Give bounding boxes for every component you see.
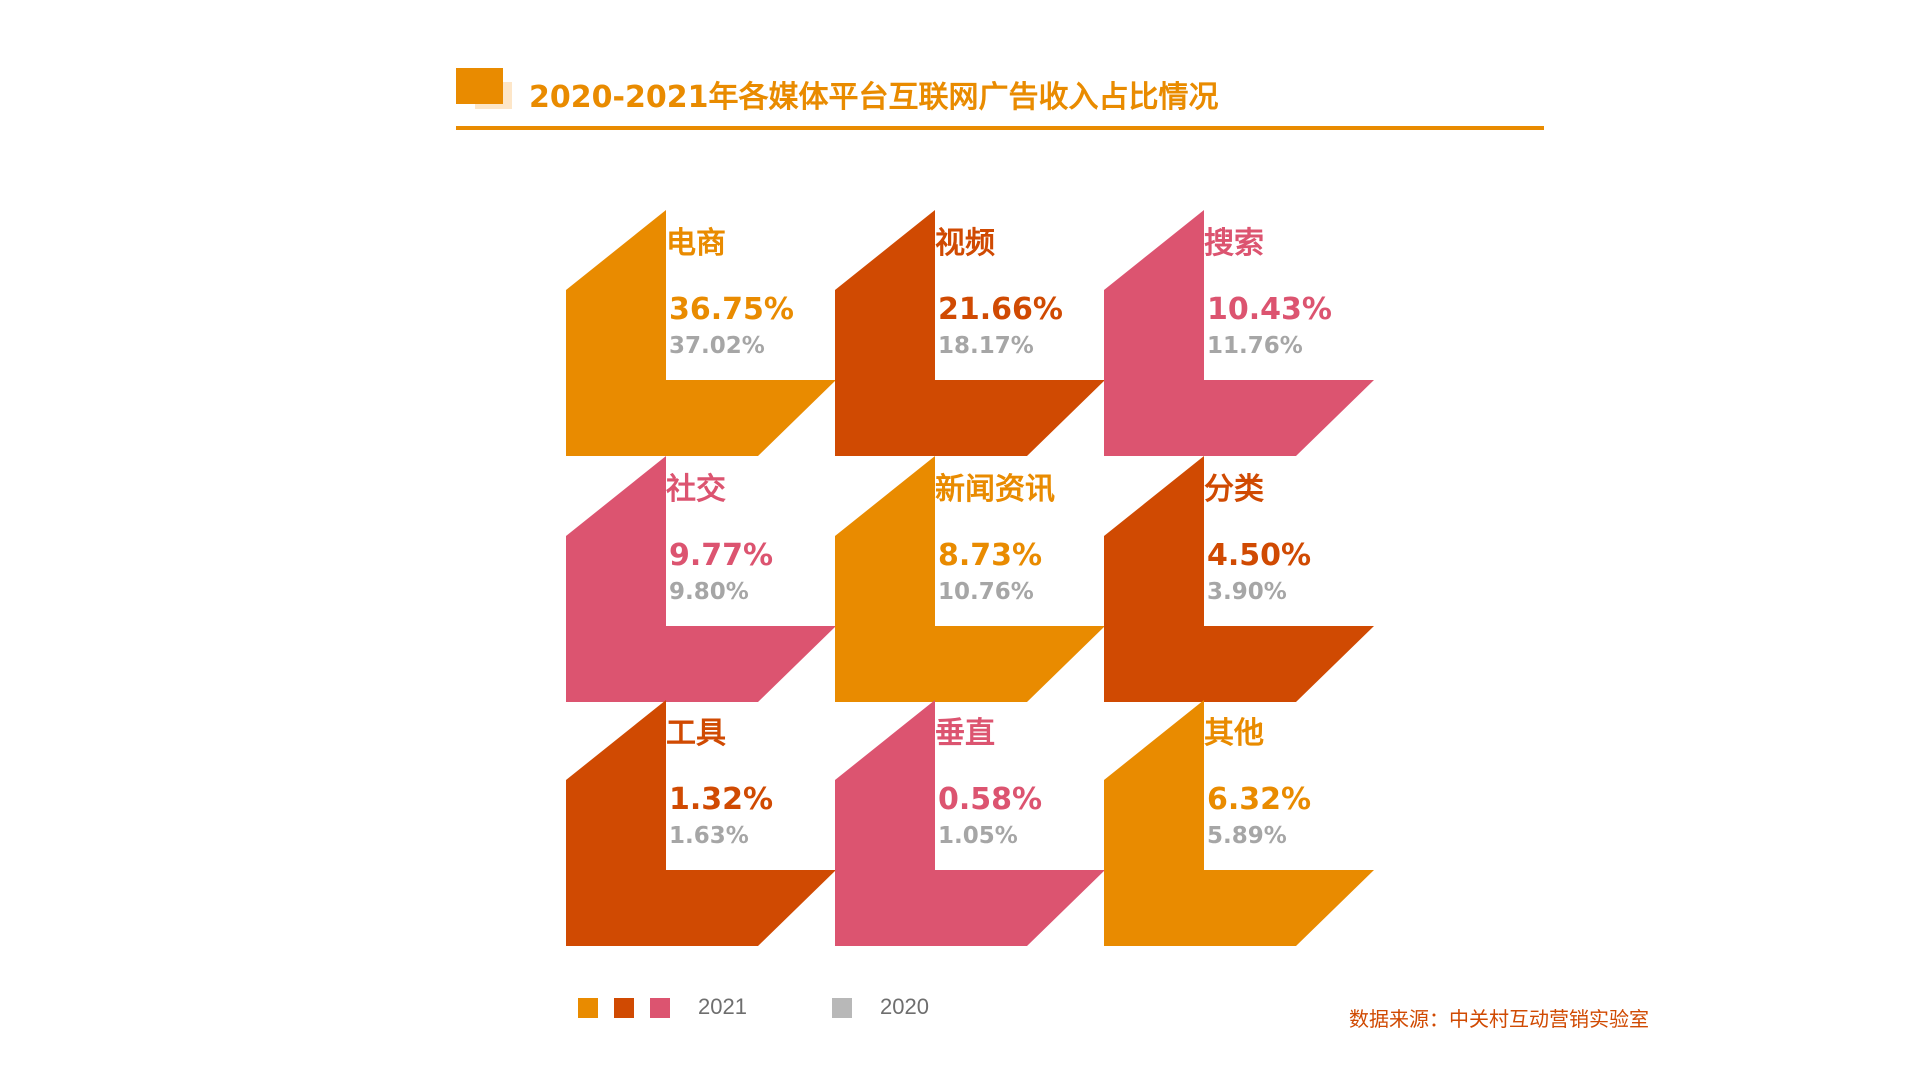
title-accent-block <box>456 68 503 104</box>
tile-chevron-shape <box>566 456 836 702</box>
tile-value-2021: 9.77% <box>669 538 774 573</box>
tile-value-2020: 1.05% <box>938 823 1018 849</box>
data-source-note: 数据来源：中关村互动营销实验室 <box>1349 1007 1649 1031</box>
category-tile: 其他 6.32% 5.89% <box>1104 700 1374 946</box>
tile-chevron-shape <box>835 210 1105 456</box>
tile-chevron-shape <box>1104 700 1374 946</box>
tile-value-2020: 5.89% <box>1207 823 1287 849</box>
tile-value-2020: 37.02% <box>669 333 765 359</box>
tile-category-label: 其他 <box>1204 716 1264 751</box>
tile-chevron-fill <box>1104 210 1374 456</box>
tile-value-2021: 4.50% <box>1207 538 1312 573</box>
tile-chevron-fill <box>1104 456 1374 702</box>
tile-value-2020: 10.76% <box>938 579 1034 605</box>
tile-category-label: 电商 <box>666 226 726 261</box>
tile-chevron-fill <box>835 700 1105 946</box>
category-tile: 电商 36.75% 37.02% <box>566 210 836 456</box>
legend-label-2020: 2020 <box>880 994 929 1019</box>
tile-chevron-shape <box>1104 456 1374 702</box>
tile-value-2021: 21.66% <box>938 292 1063 327</box>
tile-value-2020: 1.63% <box>669 823 749 849</box>
tile-category-label: 社交 <box>666 472 726 507</box>
tile-value-2021: 8.73% <box>938 538 1043 573</box>
tile-chevron-shape <box>835 456 1105 702</box>
tile-chevron-shape <box>566 700 836 946</box>
tile-value-2020: 9.80% <box>669 579 749 605</box>
tile-chevron-shape <box>1104 210 1374 456</box>
tile-category-label: 新闻资讯 <box>935 472 1055 507</box>
category-tile: 垂直 0.58% 1.05% <box>835 700 1105 946</box>
tile-value-2021: 36.75% <box>669 292 794 327</box>
tile-value-2020: 18.17% <box>938 333 1034 359</box>
category-tile: 搜索 10.43% 11.76% <box>1104 210 1374 456</box>
legend-swatch-2021-dark-orange <box>614 998 634 1018</box>
tile-value-2021: 0.58% <box>938 782 1043 817</box>
tile-category-label: 分类 <box>1204 472 1264 507</box>
legend-swatch-2021-orange <box>578 998 598 1018</box>
tile-category-label: 视频 <box>935 226 995 261</box>
tile-category-label: 搜索 <box>1204 226 1264 261</box>
category-tile: 社交 9.77% 9.80% <box>566 456 836 702</box>
category-tile: 新闻资讯 8.73% 10.76% <box>835 456 1105 702</box>
tile-chevron-shape <box>566 210 836 456</box>
legend-swatch-2020-gray <box>832 998 852 1018</box>
tile-value-2021: 1.32% <box>669 782 774 817</box>
tile-value-2021: 6.32% <box>1207 782 1312 817</box>
tile-chevron-fill <box>835 456 1105 702</box>
tile-value-2020: 11.76% <box>1207 333 1303 359</box>
chart-title: 2020-2021年各媒体平台互联网广告收入占比情况 <box>529 80 1219 115</box>
chart-header: 2020-2021年各媒体平台互联网广告收入占比情况 <box>456 68 1544 132</box>
legend-label-2021: 2021 <box>698 994 747 1019</box>
title-underline <box>456 126 1544 130</box>
category-tile: 分类 4.50% 3.90% <box>1104 456 1374 702</box>
tile-chevron-fill <box>566 210 836 456</box>
tile-value-2021: 10.43% <box>1207 292 1332 327</box>
tile-value-2020: 3.90% <box>1207 579 1287 605</box>
tile-category-label: 工具 <box>666 716 726 751</box>
category-tile: 工具 1.32% 1.63% <box>566 700 836 946</box>
tile-chevron-fill <box>835 210 1105 456</box>
legend-swatch-2021-pink <box>650 998 670 1018</box>
tile-chevron-fill <box>1104 700 1374 946</box>
tile-chevron-fill <box>566 456 836 702</box>
tile-category-label: 垂直 <box>935 716 995 751</box>
category-tile: 视频 21.66% 18.17% <box>835 210 1105 456</box>
tile-chevron-fill <box>566 700 836 946</box>
tile-chevron-shape <box>835 700 1105 946</box>
